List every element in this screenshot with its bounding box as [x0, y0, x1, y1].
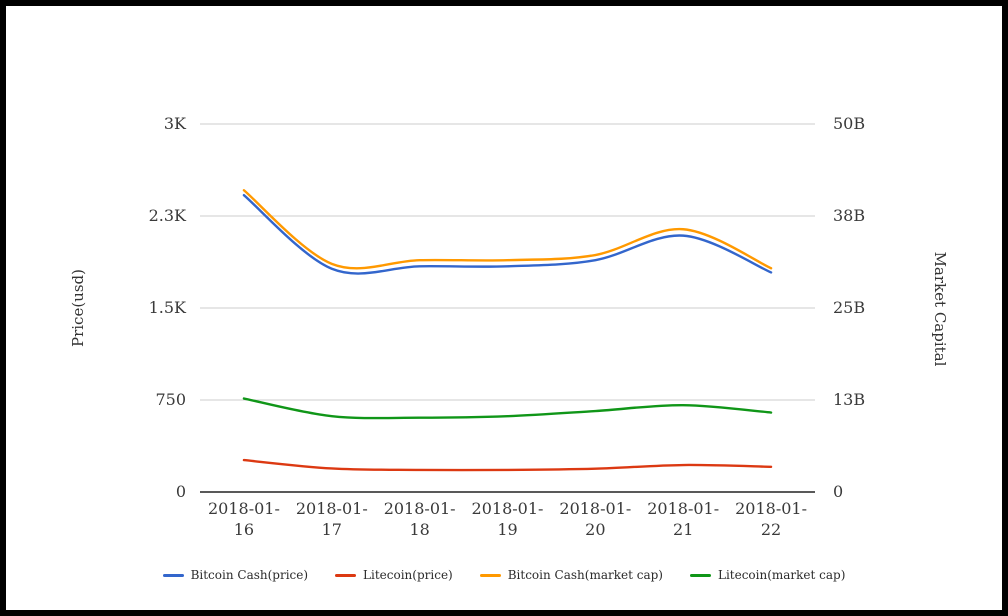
legend-item-bitcoin-cash-price[interactable]: Bitcoin Cash(price) — [162, 568, 309, 582]
legend-item-bitcoin-cash-market-cap[interactable]: Bitcoin Cash(market cap) — [479, 568, 663, 582]
x-tick-line2: 16 — [233, 520, 255, 539]
legend-line-swatch — [335, 573, 357, 577]
x-tick-line2: 18 — [409, 520, 430, 539]
x-tick-label: 2018-01- 20 — [540, 498, 650, 540]
left-axis-tick: 2.3K — [148, 206, 186, 225]
right-axis-tick: 25B — [833, 298, 866, 317]
left-axis-tick: 3K — [163, 114, 186, 133]
series-line-litecoin-price — [242, 458, 773, 472]
right-axis-tick: 38B — [833, 206, 866, 225]
legend-label: Bitcoin Cash(price) — [190, 568, 309, 582]
x-tick-label: 2018-01- 22 — [716, 498, 826, 540]
x-tick-line2: 21 — [673, 520, 694, 539]
right-axis-title: Market Capital — [931, 251, 949, 367]
x-tick-line2: 20 — [585, 520, 606, 539]
x-tick-line1: 2018-01- — [383, 499, 456, 518]
x-tick-line2: 22 — [760, 520, 782, 539]
legend-line-swatch — [479, 573, 501, 577]
x-tick-label: 2018-01- 16 — [189, 498, 299, 540]
x-tick-line1: 2018-01- — [559, 499, 632, 518]
legend-label: Litecoin(price) — [363, 568, 453, 582]
x-tick-label: 2018-01- 17 — [277, 498, 387, 540]
series-line-litecoin-market-cap — [242, 397, 773, 420]
x-tick-line1: 2018-01- — [295, 499, 368, 518]
x-tick-line1: 2018-01- — [735, 499, 807, 518]
series-line-bitcoin-cash-price — [242, 193, 773, 275]
left-axis-tick: 750 — [155, 390, 186, 409]
legend-label: Bitcoin Cash(market cap) — [507, 568, 663, 582]
legend: Bitcoin Cash(price) Litecoin(price) Bitcoi… — [0, 565, 1008, 585]
right-axis-tick: 0 — [833, 482, 844, 501]
x-tick-line2: 19 — [497, 520, 518, 539]
left-axis-tick: 1.5K — [148, 298, 186, 317]
legend-line-swatch — [689, 573, 711, 577]
x-tick-line2: 17 — [321, 520, 342, 539]
legend-item-litecoin-market-cap[interactable]: Litecoin(market cap) — [689, 568, 846, 582]
x-tick-line1: 2018-01- — [647, 499, 720, 518]
legend-item-litecoin-price[interactable]: Litecoin(price) — [335, 568, 453, 582]
legend-line-swatch — [162, 573, 184, 577]
legend-label: Litecoin(market cap) — [717, 568, 846, 582]
right-axis-tick: 13B — [833, 390, 866, 409]
left-axis-tick: 0 — [175, 482, 186, 501]
left-axis-title: Price(usd) — [69, 269, 87, 348]
x-tick-label: 2018-01- 21 — [628, 498, 738, 540]
series-line-bitcoin-cash-market-cap — [242, 189, 773, 270]
x-tick-line1: 2018-01- — [207, 499, 280, 518]
right-axis-tick: 50B — [833, 114, 866, 133]
x-tick-label: 2018-01- 19 — [453, 498, 563, 540]
x-tick-line1: 2018-01- — [471, 499, 544, 518]
x-tick-label: 2018-01- 18 — [365, 498, 475, 540]
